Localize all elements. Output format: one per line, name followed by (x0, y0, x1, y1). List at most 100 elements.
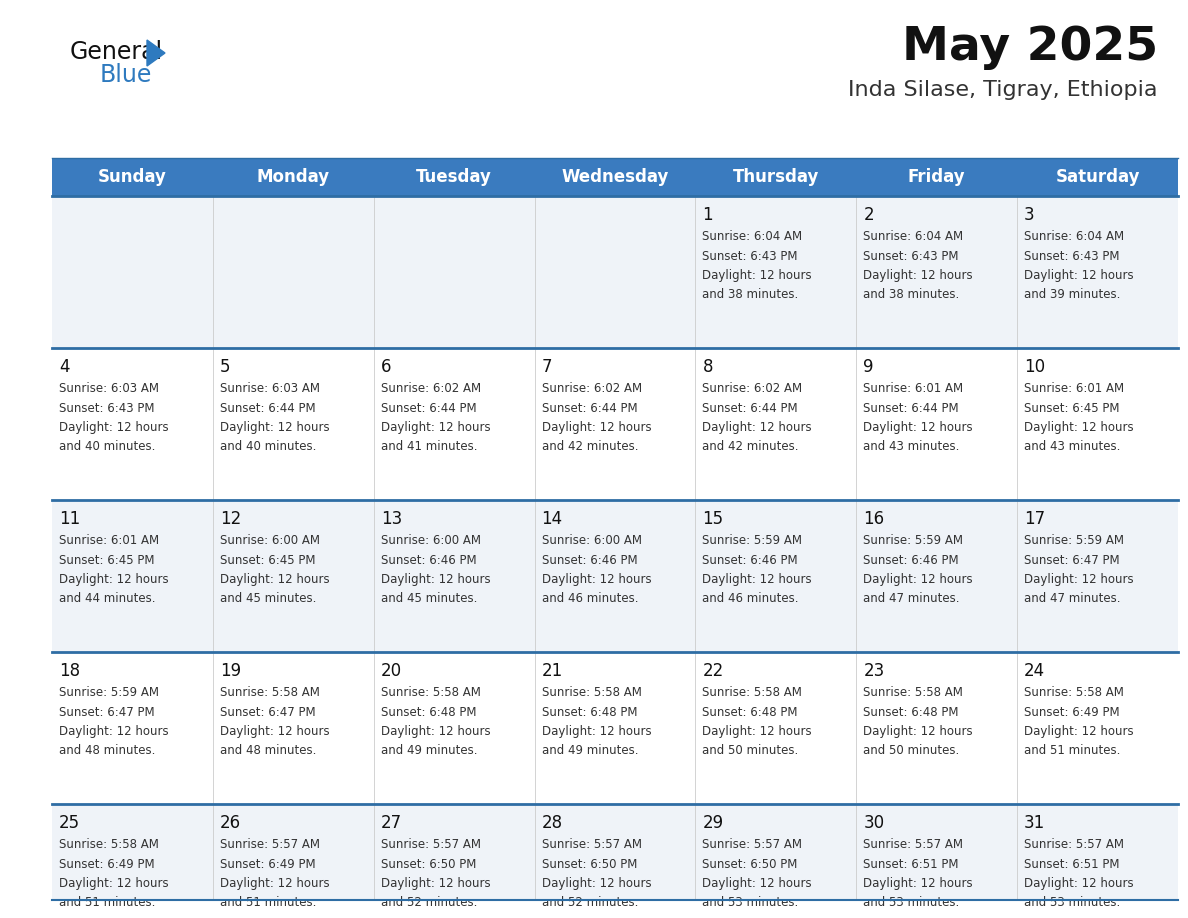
Text: Sunrise: 5:58 AM: Sunrise: 5:58 AM (59, 838, 159, 851)
Text: Sunset: 6:49 PM: Sunset: 6:49 PM (220, 857, 316, 870)
Text: Daylight: 12 hours: Daylight: 12 hours (380, 421, 491, 434)
Text: Daylight: 12 hours: Daylight: 12 hours (702, 573, 813, 586)
Text: Sunrise: 5:58 AM: Sunrise: 5:58 AM (864, 686, 963, 699)
Text: and 50 minutes.: and 50 minutes. (702, 744, 798, 757)
Text: Daylight: 12 hours: Daylight: 12 hours (59, 725, 169, 738)
Text: Sunset: 6:50 PM: Sunset: 6:50 PM (380, 857, 476, 870)
Text: Daylight: 12 hours: Daylight: 12 hours (380, 573, 491, 586)
Text: Daylight: 12 hours: Daylight: 12 hours (1024, 725, 1133, 738)
Text: Sunset: 6:50 PM: Sunset: 6:50 PM (542, 857, 637, 870)
Text: 17: 17 (1024, 510, 1045, 528)
Text: Sunset: 6:44 PM: Sunset: 6:44 PM (380, 401, 476, 415)
Text: Sunset: 6:49 PM: Sunset: 6:49 PM (1024, 706, 1120, 719)
Text: and 44 minutes.: and 44 minutes. (59, 592, 156, 606)
Text: Sunset: 6:44 PM: Sunset: 6:44 PM (864, 401, 959, 415)
Text: and 39 minutes.: and 39 minutes. (1024, 288, 1120, 301)
Text: Daylight: 12 hours: Daylight: 12 hours (702, 877, 813, 890)
Text: Monday: Monday (257, 168, 330, 186)
Text: 28: 28 (542, 814, 563, 832)
Text: Sunset: 6:51 PM: Sunset: 6:51 PM (864, 857, 959, 870)
Text: Sunrise: 6:04 AM: Sunrise: 6:04 AM (864, 230, 963, 243)
Text: 13: 13 (380, 510, 402, 528)
Text: 10: 10 (1024, 358, 1045, 376)
Text: Sunset: 6:48 PM: Sunset: 6:48 PM (702, 706, 798, 719)
Text: and 52 minutes.: and 52 minutes. (380, 897, 478, 910)
Text: Sunset: 6:50 PM: Sunset: 6:50 PM (702, 857, 798, 870)
Text: and 51 minutes.: and 51 minutes. (1024, 744, 1120, 757)
Text: Daylight: 12 hours: Daylight: 12 hours (59, 421, 169, 434)
Text: and 43 minutes.: and 43 minutes. (864, 441, 960, 453)
Text: 30: 30 (864, 814, 884, 832)
Text: 11: 11 (59, 510, 81, 528)
Text: Sunset: 6:45 PM: Sunset: 6:45 PM (220, 554, 315, 566)
Text: 23: 23 (864, 662, 885, 680)
Text: Sunset: 6:47 PM: Sunset: 6:47 PM (1024, 554, 1120, 566)
Text: and 47 minutes.: and 47 minutes. (1024, 592, 1120, 606)
Text: and 40 minutes.: and 40 minutes. (220, 441, 316, 453)
Text: Sunrise: 6:02 AM: Sunrise: 6:02 AM (542, 382, 642, 395)
Bar (52, 500, 1178, 652)
Text: Sunset: 6:51 PM: Sunset: 6:51 PM (1024, 857, 1119, 870)
Text: Daylight: 12 hours: Daylight: 12 hours (542, 725, 651, 738)
Text: Daylight: 12 hours: Daylight: 12 hours (702, 269, 813, 282)
Text: 20: 20 (380, 662, 402, 680)
Text: 24: 24 (1024, 662, 1045, 680)
Text: Daylight: 12 hours: Daylight: 12 hours (1024, 877, 1133, 890)
Text: Sunrise: 5:57 AM: Sunrise: 5:57 AM (542, 838, 642, 851)
Text: Daylight: 12 hours: Daylight: 12 hours (380, 725, 491, 738)
Text: Sunrise: 5:58 AM: Sunrise: 5:58 AM (1024, 686, 1124, 699)
Text: Sunset: 6:46 PM: Sunset: 6:46 PM (864, 554, 959, 566)
Text: 12: 12 (220, 510, 241, 528)
Text: Daylight: 12 hours: Daylight: 12 hours (220, 725, 329, 738)
Text: and 49 minutes.: and 49 minutes. (380, 744, 478, 757)
Text: Sunset: 6:43 PM: Sunset: 6:43 PM (864, 250, 959, 263)
Text: Sunrise: 6:02 AM: Sunrise: 6:02 AM (380, 382, 481, 395)
Text: 14: 14 (542, 510, 563, 528)
Text: Friday: Friday (908, 168, 966, 186)
Text: Sunrise: 5:57 AM: Sunrise: 5:57 AM (1024, 838, 1124, 851)
Text: Daylight: 12 hours: Daylight: 12 hours (702, 421, 813, 434)
Text: Sunrise: 6:01 AM: Sunrise: 6:01 AM (1024, 382, 1124, 395)
Text: Sunrise: 5:59 AM: Sunrise: 5:59 AM (864, 534, 963, 547)
Text: Sunrise: 6:00 AM: Sunrise: 6:00 AM (542, 534, 642, 547)
Text: 2: 2 (864, 206, 874, 224)
Text: and 48 minutes.: and 48 minutes. (59, 744, 156, 757)
Text: and 38 minutes.: and 38 minutes. (864, 288, 960, 301)
Text: Daylight: 12 hours: Daylight: 12 hours (864, 725, 973, 738)
Text: Sunrise: 5:59 AM: Sunrise: 5:59 AM (1024, 534, 1124, 547)
Text: Sunset: 6:48 PM: Sunset: 6:48 PM (864, 706, 959, 719)
Text: and 42 minutes.: and 42 minutes. (542, 441, 638, 453)
Text: Daylight: 12 hours: Daylight: 12 hours (864, 269, 973, 282)
Text: Daylight: 12 hours: Daylight: 12 hours (220, 573, 329, 586)
Text: Inda Silase, Tigray, Ethiopia: Inda Silase, Tigray, Ethiopia (848, 80, 1158, 100)
Bar (52, 158, 1178, 196)
Text: Sunset: 6:44 PM: Sunset: 6:44 PM (542, 401, 637, 415)
Text: and 46 minutes.: and 46 minutes. (702, 592, 798, 606)
Text: Daylight: 12 hours: Daylight: 12 hours (1024, 573, 1133, 586)
Text: 4: 4 (59, 358, 70, 376)
Text: Sunrise: 6:02 AM: Sunrise: 6:02 AM (702, 382, 803, 395)
Text: Sunrise: 6:03 AM: Sunrise: 6:03 AM (220, 382, 320, 395)
Text: Daylight: 12 hours: Daylight: 12 hours (864, 877, 973, 890)
Text: Daylight: 12 hours: Daylight: 12 hours (59, 573, 169, 586)
Text: Blue: Blue (100, 63, 152, 87)
Text: and 50 minutes.: and 50 minutes. (864, 744, 960, 757)
Text: 27: 27 (380, 814, 402, 832)
Text: Sunset: 6:43 PM: Sunset: 6:43 PM (1024, 250, 1119, 263)
Text: and 53 minutes.: and 53 minutes. (1024, 897, 1120, 910)
Text: 19: 19 (220, 662, 241, 680)
Text: Sunset: 6:45 PM: Sunset: 6:45 PM (1024, 401, 1119, 415)
Text: 18: 18 (59, 662, 80, 680)
Text: 5: 5 (220, 358, 230, 376)
Text: Daylight: 12 hours: Daylight: 12 hours (864, 421, 973, 434)
Text: Sunset: 6:48 PM: Sunset: 6:48 PM (380, 706, 476, 719)
Text: Daylight: 12 hours: Daylight: 12 hours (220, 421, 329, 434)
Polygon shape (147, 40, 165, 66)
Text: Daylight: 12 hours: Daylight: 12 hours (1024, 421, 1133, 434)
Text: Saturday: Saturday (1055, 168, 1139, 186)
Text: Sunday: Sunday (97, 168, 166, 186)
Text: Sunrise: 5:57 AM: Sunrise: 5:57 AM (380, 838, 481, 851)
Text: Sunrise: 5:58 AM: Sunrise: 5:58 AM (542, 686, 642, 699)
Text: 8: 8 (702, 358, 713, 376)
Text: Sunrise: 6:00 AM: Sunrise: 6:00 AM (220, 534, 320, 547)
